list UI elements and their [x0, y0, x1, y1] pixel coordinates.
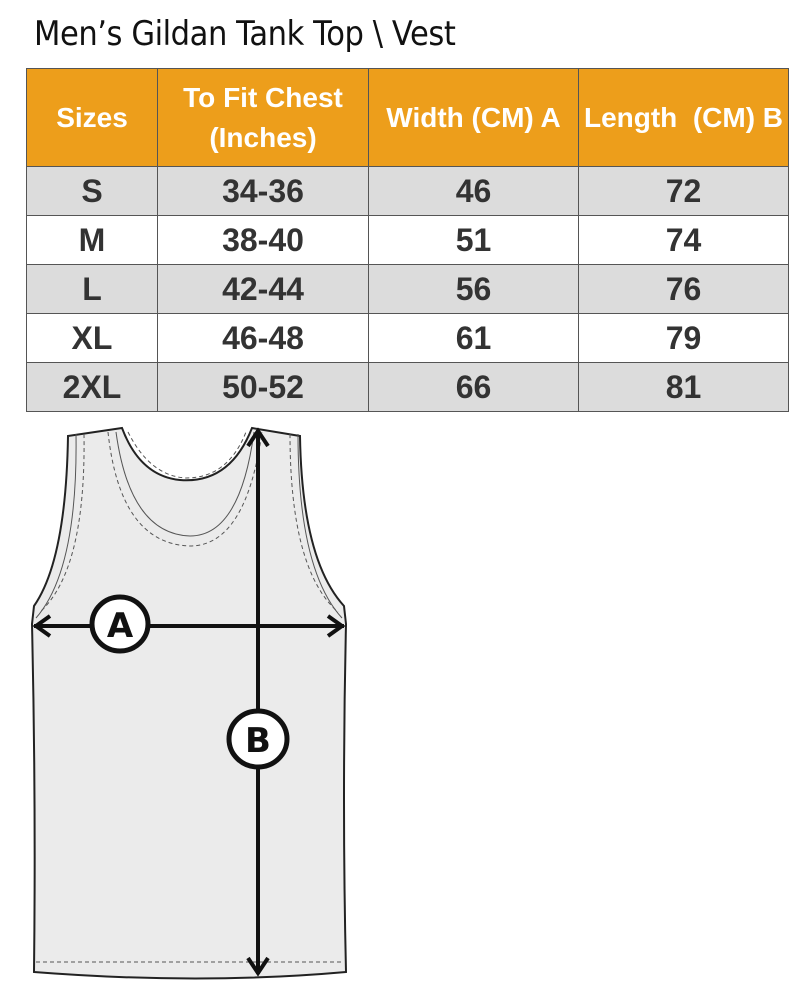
cell-width: 46 — [368, 166, 579, 216]
cell-width: 56 — [368, 264, 579, 314]
cell-length: 81 — [578, 362, 789, 412]
table-row: S 34-36 46 72 — [26, 166, 789, 216]
table-header-row: Sizes To Fit Chest (Inches) Width (CM) A… — [26, 68, 789, 167]
cell-size: XL — [26, 313, 158, 363]
cell-size: L — [26, 264, 158, 314]
cell-chest: 34-36 — [157, 166, 369, 216]
cell-length: 76 — [578, 264, 789, 314]
label-a: A — [107, 606, 134, 646]
header-length-label: Length (CM) B — [583, 101, 784, 133]
label-b: B — [245, 721, 271, 761]
table-row: M 38-40 51 74 — [26, 215, 789, 265]
header-length: Length (CM) B — [578, 68, 789, 167]
size-chart-table: Sizes To Fit Chest (Inches) Width (CM) A… — [26, 68, 789, 412]
cell-chest: 50-52 — [157, 362, 369, 412]
cell-chest: 42-44 — [157, 264, 369, 314]
table-row: 2XL 50-52 66 81 — [26, 362, 789, 412]
cell-length: 72 — [578, 166, 789, 216]
header-sizes: Sizes — [26, 68, 158, 167]
cell-size: 2XL — [26, 362, 158, 412]
collar-lines — [35, 431, 343, 619]
cell-width: 66 — [368, 362, 579, 412]
cell-length: 74 — [578, 215, 789, 265]
table-row: XL 46-48 61 79 — [26, 313, 789, 363]
table-row: L 42-44 56 76 — [26, 264, 789, 314]
cell-size: S — [26, 166, 158, 216]
header-width: Width (CM) A — [368, 68, 579, 167]
header-chest-label: To Fit Chest (Inches) — [183, 81, 343, 153]
tank-top-outline — [30, 426, 348, 980]
cell-width: 51 — [368, 215, 579, 265]
page-title: Men’s Gildan Tank Top \ Vest — [34, 14, 456, 54]
label-a-badge: A — [89, 594, 151, 654]
label-b-badge: B — [226, 708, 290, 770]
measurement-arrows — [32, 427, 346, 977]
cell-length: 79 — [578, 313, 789, 363]
cell-size: M — [26, 215, 158, 265]
cell-chest: 38-40 — [157, 215, 369, 265]
stitching — [36, 431, 344, 963]
header-chest: To Fit Chest (Inches) — [157, 68, 369, 167]
